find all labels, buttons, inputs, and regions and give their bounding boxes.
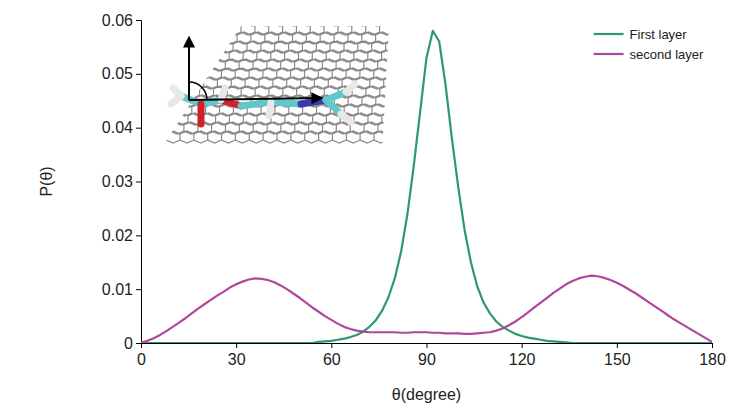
y-axis-title: P(θ) [38, 166, 55, 196]
tick-mark [136, 289, 141, 290]
tick: 0.03 [102, 173, 141, 190]
tick-label: 0.04 [102, 119, 133, 136]
legend-swatch [594, 33, 624, 35]
tick-label: 0.01 [102, 281, 133, 298]
tick: 120 [509, 343, 536, 368]
tick-label: 0 [137, 351, 146, 368]
tick: 150 [604, 343, 631, 368]
legend-label: second layer [630, 47, 704, 62]
tick-label: 120 [509, 351, 536, 368]
series-line [141, 276, 712, 343]
tick-label: 0.05 [102, 65, 133, 82]
tick: 0.04 [102, 119, 141, 136]
tick-label: 60 [323, 351, 341, 368]
tick: 0.05 [102, 65, 141, 82]
tick-mark [712, 343, 713, 348]
tick: 30 [228, 343, 246, 368]
molecule-bond [241, 102, 271, 106]
molecule-bond [346, 84, 355, 92]
tick-mark [136, 235, 141, 236]
tick-label: 150 [604, 351, 631, 368]
axis-line [142, 344, 713, 349]
legend-item: second layer [594, 47, 704, 62]
tick: 0.02 [102, 227, 141, 244]
legend-item: First layer [594, 27, 688, 42]
tick-mark [136, 20, 141, 21]
tick-label: 30 [228, 351, 246, 368]
tick: 60 [323, 343, 341, 368]
series-lines [141, 31, 712, 343]
tick-label: 0 [124, 335, 133, 352]
inset-arrow [188, 38, 190, 100]
tick-mark [136, 182, 141, 183]
molecule-bond [171, 96, 181, 104]
tick-label: 90 [418, 351, 436, 368]
molecule-bond [269, 102, 271, 116]
tick-label: 0.03 [102, 173, 133, 190]
molecule-bond [198, 104, 205, 124]
legend-label: First layer [630, 27, 688, 42]
tick: 180 [699, 343, 726, 368]
tick-mark [427, 343, 428, 348]
tick-mark [236, 343, 237, 348]
inset-illustration [100, 0, 457, 143]
tick-mark [136, 74, 141, 75]
inset-angle-arc [189, 82, 207, 100]
plot-area: 0 30 60 90 120 150 180 0 0.01 0.02 0.03 0.04 0.05 0.0… [100, 0, 726, 368]
inset-arrow [189, 98, 321, 100]
tick-label: 180 [699, 351, 726, 368]
axis-line [136, 21, 142, 344]
legend: First layer second layer [594, 27, 704, 62]
tick: 0 [124, 335, 141, 352]
tick-mark [136, 128, 141, 129]
legend-swatch [594, 53, 624, 55]
tick-mark [522, 343, 523, 348]
molecule-bond [271, 102, 301, 104]
tick-mark [617, 343, 618, 348]
tick: 90 [418, 343, 436, 368]
chart: 0 30 60 90 120 150 180 0 0.01 0.02 0.03 0.04 0.05 0.0… [0, 0, 742, 412]
tick-mark [331, 343, 332, 348]
tick: 0.06 [102, 12, 141, 29]
molecule-bond [341, 114, 351, 122]
tick-mark [136, 343, 141, 344]
x-axis: 0 30 60 90 120 150 180 [137, 343, 726, 368]
x-axis-title: θ(degree) [392, 386, 461, 403]
tick-label: 0.06 [102, 12, 133, 29]
molecule-bond [301, 100, 326, 104]
tick: 0.01 [102, 281, 141, 298]
tick-label: 0.02 [102, 227, 133, 244]
molecule-bond [221, 88, 225, 100]
graphene-lattice [100, 0, 457, 143]
series-line [141, 31, 712, 343]
y-axis: 0 0.01 0.02 0.03 0.04 0.05 0.06 [102, 12, 142, 352]
tick: 0 [137, 343, 146, 368]
